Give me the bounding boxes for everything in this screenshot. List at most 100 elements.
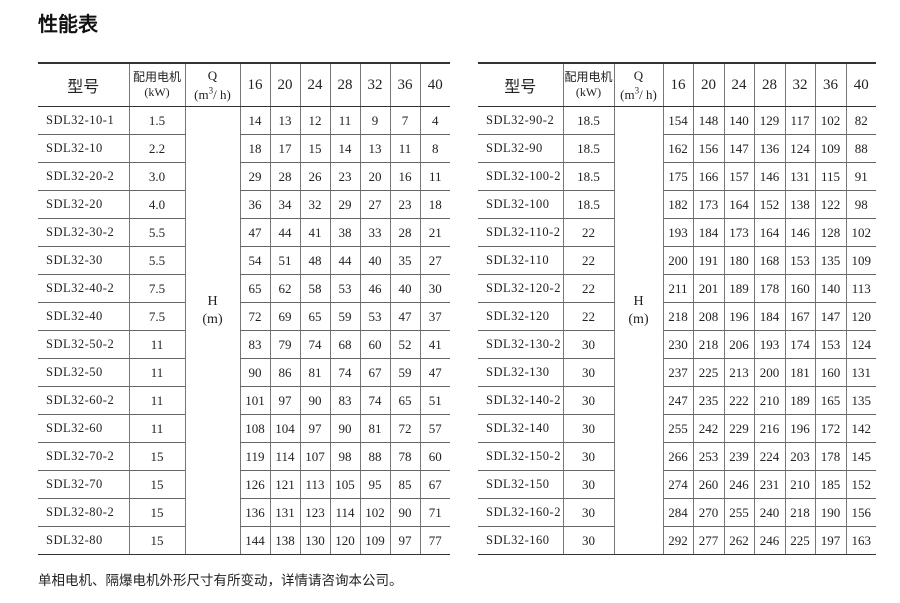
head-value-cell: 260: [692, 470, 724, 499]
model-cell: SDL32-60-2: [38, 386, 129, 415]
head-unit: (m): [202, 311, 223, 327]
model-cell: SDL32-50-2: [38, 330, 129, 359]
head-value-cell: 140: [723, 106, 754, 135]
header-row: 型号 配用电机 (kW) Q (m3/ h) 16 20 24 28 32 36 40: [38, 62, 450, 107]
model-cell: SDL32-90: [478, 134, 563, 163]
head-value-cell: 193: [662, 218, 693, 247]
head-value-cell: 113: [299, 470, 330, 499]
head-value-cell: 292: [662, 526, 693, 555]
table-row: SDL32-150-2 30 266 253 239 224 203 178 145: [478, 442, 876, 471]
head-value-cell: 235: [692, 386, 724, 415]
head-value-cell: 277: [692, 526, 724, 555]
power-cell: 7.5: [128, 302, 185, 331]
power-cell: 15: [128, 442, 185, 471]
head-value-cell: 140: [814, 274, 846, 303]
head-value-cell: 211: [662, 274, 693, 303]
table-row: SDL32-150 30 274 260 246 231 210 185 152: [478, 470, 876, 499]
head-value-cell: 29: [329, 190, 360, 219]
head-value-cell: 131: [845, 358, 876, 387]
head-value-cell: 8: [419, 134, 450, 163]
power-cell: 11: [128, 414, 185, 443]
flow-value-header: 28: [329, 62, 360, 107]
head-value-cell: 190: [814, 498, 846, 527]
head-value-cell: 120: [845, 302, 876, 331]
model-cell: SDL32-70: [38, 470, 129, 499]
flow-value-header: 28: [753, 62, 785, 107]
head-value-cell: 15: [299, 134, 330, 163]
head-value-cell: 72: [389, 414, 420, 443]
head-value-cell: 128: [814, 218, 846, 247]
head-value-cell: 156: [692, 134, 724, 163]
power-cell: 30: [562, 386, 614, 415]
head-value-cell: 67: [359, 358, 390, 387]
flow-header-label: Q: [633, 68, 644, 84]
head-value-cell: 224: [753, 442, 785, 471]
head-label: H: [207, 293, 218, 309]
head-value-cell: 168: [753, 246, 785, 275]
head-value-cell: 11: [329, 106, 360, 135]
model-cell: SDL32-70-2: [38, 442, 129, 471]
head-value-cell: 178: [753, 274, 785, 303]
head-value-cell: 7: [389, 106, 420, 135]
head-value-cell: 97: [299, 414, 330, 443]
head-value-cell: 167: [784, 302, 815, 331]
flow-value-header: 16: [662, 62, 693, 107]
head-value-cell: 97: [269, 386, 300, 415]
power-cell: 15: [128, 498, 185, 527]
head-value-cell: 58: [299, 274, 330, 303]
head-value-cell: 53: [359, 302, 390, 331]
head-value-cell: 230: [662, 330, 693, 359]
head-value-cell: 124: [845, 330, 876, 359]
head-value-cell: 41: [419, 330, 450, 359]
head-value-cell: 144: [239, 526, 270, 555]
head-value-cell: 165: [814, 386, 846, 415]
head-value-cell: 98: [329, 442, 360, 471]
head-label-cell: H (m): [184, 106, 240, 555]
head-value-cell: 40: [389, 274, 420, 303]
head-value-cell: 197: [814, 526, 846, 555]
head-value-cell: 28: [389, 218, 420, 247]
head-value-cell: 129: [753, 106, 785, 135]
model-cell: SDL32-10-1: [38, 106, 129, 135]
head-label-cell: H (m): [613, 106, 663, 555]
power-cell: 5.5: [128, 218, 185, 247]
head-value-cell: 74: [299, 330, 330, 359]
head-value-cell: 12: [299, 106, 330, 135]
head-value-cell: 51: [269, 246, 300, 275]
performance-table-left: 型号 配用电机 (kW) Q (m3/ h) 16 20 24 28 32 36 40 SDL32…: [38, 62, 450, 555]
table-row: SDL32-130-2 30 230 218 206 193 174 153 124: [478, 330, 876, 359]
head-value-cell: 102: [359, 498, 390, 527]
head-value-cell: 135: [814, 246, 846, 275]
head-value-cell: 23: [329, 162, 360, 191]
table-row: SDL32-80-2 15 136 131 123 114 102 90 71: [38, 498, 450, 527]
power-cell: 22: [562, 246, 614, 275]
head-value-cell: 65: [299, 302, 330, 331]
head-value-cell: 4: [419, 106, 450, 135]
head-value-cell: 54: [239, 246, 270, 275]
table-row: SDL32-10 2.2 18 17 15 14 13 11 8: [38, 134, 450, 163]
head-value-cell: 35: [389, 246, 420, 275]
head-value-cell: 97: [389, 526, 420, 555]
performance-table-right: 型号 配用电机 (kW) Q (m3/ h) 16 20 24 28 32 36 40 SDL32…: [478, 62, 876, 555]
head-value-cell: 160: [814, 358, 846, 387]
head-value-cell: 213: [723, 358, 754, 387]
head-value-cell: 121: [269, 470, 300, 499]
head-value-cell: 21: [419, 218, 450, 247]
head-value-cell: 90: [329, 414, 360, 443]
head-value-cell: 52: [389, 330, 420, 359]
head-value-cell: 147: [814, 302, 846, 331]
head-value-cell: 157: [723, 162, 754, 191]
power-cell: 2.2: [128, 134, 185, 163]
head-value-cell: 47: [419, 358, 450, 387]
flow-unit-sup: 3: [208, 85, 214, 96]
head-value-cell: 101: [239, 386, 270, 415]
power-cell: 3.0: [128, 162, 185, 191]
head-value-cell: 68: [329, 330, 360, 359]
head-value-cell: 13: [269, 106, 300, 135]
head-value-cell: 218: [692, 330, 724, 359]
table-row: SDL32-110 22 200 191 180 168 153 135 109: [478, 246, 876, 275]
head-value-cell: 225: [784, 526, 815, 555]
model-cell: SDL32-10: [38, 134, 129, 163]
head-value-cell: 146: [753, 162, 785, 191]
table-row: SDL32-70-2 15 119 114 107 98 88 78 60: [38, 442, 450, 471]
